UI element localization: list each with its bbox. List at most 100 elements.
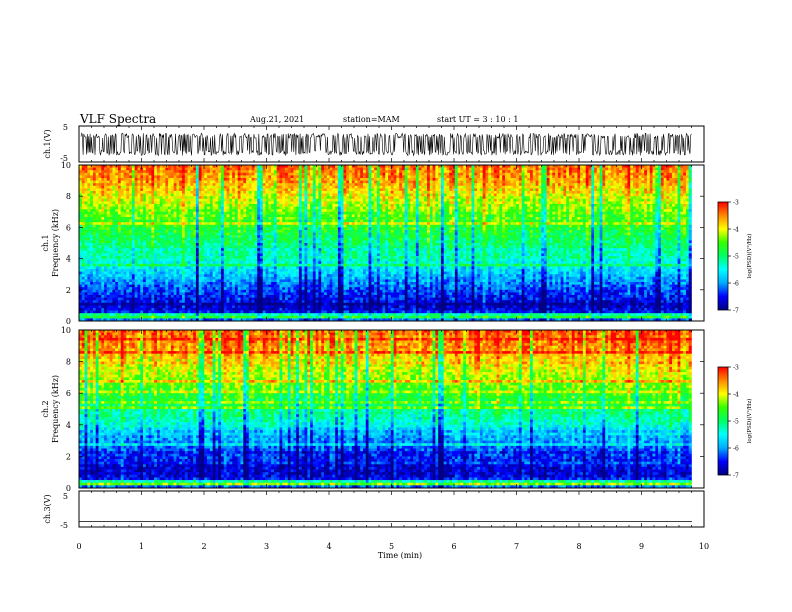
ch1-spec-cell [360,178,363,181]
ch1-spec-cell [608,183,611,186]
ch1-spec-cell [224,173,227,176]
ch1-spec-cell [296,191,299,194]
ch1-spec-cell [552,199,555,202]
ch1-spec-cell [260,217,263,220]
ch1-spec-cell [87,220,90,223]
ch1-spectrogram-cells [79,165,692,321]
ch1-spec-cell [458,217,461,220]
ch1-spec-cell [235,209,238,212]
ch1-spec-cell [132,186,135,189]
ch1-spec-cell [213,183,216,186]
ch1-spec-cell [580,220,583,223]
ch1-spec-cell [115,196,118,199]
ch1-spec-cell [369,207,372,210]
ch1-spec-cell [324,196,327,199]
ch1-spec-cell [449,196,452,199]
ch1-spec-cell [424,214,427,217]
ch1-spec-cell [602,196,605,199]
ch1-spec-cell [357,201,360,204]
ch1-spec-cell [405,214,408,217]
ch1-spec-cell [126,209,129,212]
ch1-spec-cell [324,168,327,171]
ch1-spec-cell [385,173,388,176]
ch1-spec-cell [499,188,502,191]
ch1-spec-cell [463,186,466,189]
ch1-spec-cell [363,181,366,184]
ch1-spec-cell [591,199,594,202]
ch1-spec-cell [285,181,288,184]
ch1-spec-cell [449,186,452,189]
ch1-spec-cell [435,214,438,217]
ch1-spec-cell [472,194,475,197]
ch1-spec-cell [327,175,330,178]
ch1-spec-cell [666,217,669,220]
ch1-spec-cell [207,173,210,176]
ch1-spec-cell [165,212,168,215]
ch1-spec-cell [104,170,107,173]
ch1-spec-cell [491,168,494,171]
ch1-spec-cell [466,212,469,215]
ch1-spec-cell [227,212,230,215]
ch1-spec-cell [391,199,394,202]
ch1-spec-cell [483,199,486,202]
ch1-spec-cell [235,207,238,210]
ch1-spec-cell [179,204,182,207]
ch1-spec-cell [630,214,633,217]
ch1-spec-cell [630,175,633,178]
ch1-spec-cell [402,168,405,171]
ch1-spec-cell [396,173,399,176]
ch1-spec-cell [176,199,179,202]
ch1-spec-cell [318,173,321,176]
ch1-spec-cell [416,212,419,215]
ch1-spec-cell [277,170,280,173]
ch1-spec-cell [408,204,411,207]
ch1-spec-cell [132,188,135,191]
ch1-spec-cell [185,183,188,186]
ch1-spec-cell [87,199,90,202]
ch1-spec-cell [243,188,246,191]
ch1-spec-cell [101,188,104,191]
ch1-spec-cell [563,207,566,210]
ch1-spec-cell [380,212,383,215]
ch1-spec-cell [402,201,405,204]
ch1-spec-cell [104,191,107,194]
ch1-spec-cell [385,191,388,194]
ch1-spec-cell [460,194,463,197]
ch1-spec-cell [622,207,625,210]
ch1-spec-cell [680,209,683,212]
ch1-spec-cell [316,168,319,171]
ch1-spec-cell [360,212,363,215]
ch1-spec-cell [174,178,177,181]
ch1-spec-cell [124,170,127,173]
ch1-spec-cell [263,207,266,210]
ch1-spec-cell [639,173,642,176]
ch1-spec-cell [137,222,140,225]
ch1-spec-cell [566,188,569,191]
ch1-spec-cell [655,212,658,215]
ch1-spec-cell [463,170,466,173]
ch1-spec-cell [463,188,466,191]
ch1-spec-cell [669,196,672,199]
ch1-spec-cell [625,181,628,184]
ch1-spec-cell [627,209,630,212]
ch1-spec-cell [555,212,558,215]
ch1-spec-cell [533,194,536,197]
ch1-spec-cell [575,217,578,220]
ch1-spec-cell [87,191,90,194]
ch1-spec-cell [449,191,452,194]
ch1-spec-cell [541,186,544,189]
ch1-spec-cell [137,199,140,202]
ch1-spec-cell [421,199,424,202]
ch1-spec-cell [444,191,447,194]
ch1-spec-cell [430,194,433,197]
ch1-spec-cell [360,217,363,220]
ch1-spec-cell [530,178,533,181]
ch1-spec-cell [550,209,553,212]
ch1-spec-cell [160,170,163,173]
ch1-spec-cell [185,191,188,194]
ch1-spec-cell [185,173,188,176]
ch1-spec-cell [680,194,683,197]
ch1-spec-cell [196,181,199,184]
ch1-spec-cell [179,168,182,171]
ch1-spec-cell [430,175,433,178]
